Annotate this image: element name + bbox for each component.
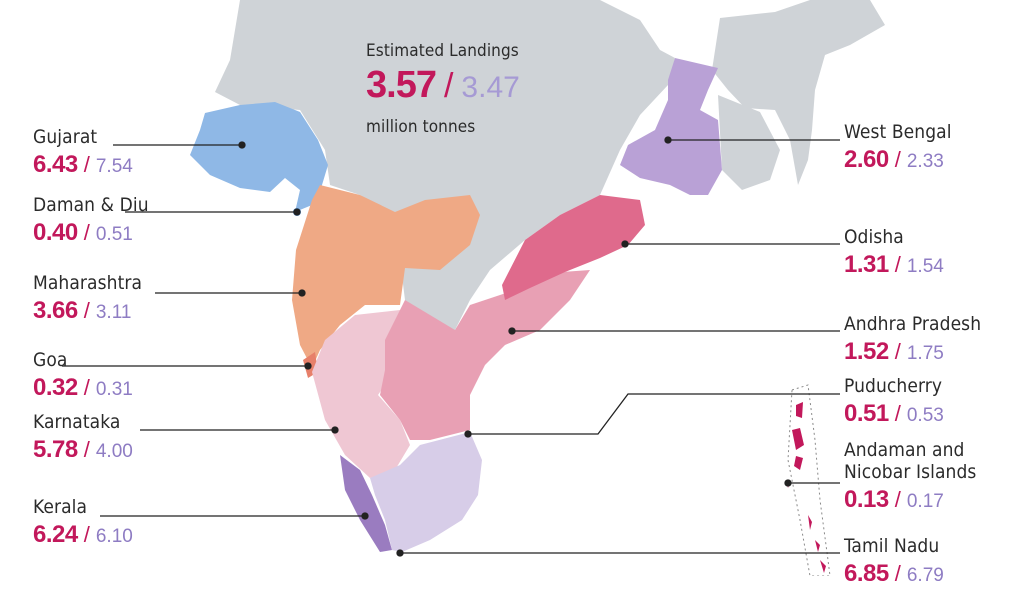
previous-value: 1.75: [906, 343, 944, 364]
current-value: 1.52: [844, 338, 889, 365]
previous-value: 0.17: [906, 491, 944, 512]
state-name: Odisha: [844, 226, 904, 248]
current-value: 0.32: [33, 374, 78, 401]
current-value: 6.85: [844, 560, 889, 587]
total-unit: million tonnes: [366, 117, 476, 137]
current-value: 0.40: [33, 219, 78, 246]
previous-value: 0.51: [95, 224, 133, 245]
map-region-kerala: [340, 455, 392, 552]
state-name: Daman & Diu: [33, 194, 149, 216]
state-name: Goa: [33, 349, 68, 371]
label-west-bengal: West Bengal 2.60/2.33: [844, 121, 952, 173]
current-value: 0.51: [844, 400, 889, 427]
map-region-tamil-nadu: [370, 432, 482, 552]
state-name: Kerala: [33, 496, 88, 518]
map-region-gujarat: [190, 102, 328, 212]
leader-line-puducherry: [468, 393, 840, 435]
current-value: 2.60: [844, 146, 889, 173]
label-tamil-nadu: Tamil Nadu 6.85/6.79: [844, 535, 944, 587]
leader-dot-kerala: [361, 512, 369, 520]
leader-dot-west-bengal: [664, 136, 672, 144]
leader-dot-karnataka: [331, 426, 339, 434]
label-gujarat: Gujarat 6.43/7.54: [33, 126, 133, 178]
label-odisha: Odisha 1.31/1.54: [844, 226, 944, 278]
previous-value: 4.00: [95, 441, 133, 462]
label-karnataka: Karnataka 5.78/4.00: [33, 411, 133, 463]
label-puducherry: Puducherry 0.51/0.53: [844, 375, 944, 427]
current-value: 5.78: [33, 436, 78, 463]
leader-dot-odisha: [621, 240, 629, 248]
current-value: 6.43: [33, 151, 78, 178]
previous-value: 0.31: [95, 379, 133, 400]
previous-value: 7.54: [95, 156, 133, 177]
leader-dot-gujarat: [238, 141, 246, 149]
total-separator: /: [443, 67, 454, 105]
previous-value: 2.33: [906, 151, 944, 172]
total-previous-value: 3.47: [461, 71, 520, 104]
andaman-nicobar-dotted-outline: [787, 384, 831, 576]
state-name: West Bengal: [844, 121, 952, 143]
northern-india-landmass: [215, 0, 675, 330]
total-current-value: 3.57: [366, 64, 437, 106]
current-value: 3.66: [33, 297, 78, 324]
state-name: Andaman and Nicobar Islands: [844, 439, 977, 483]
previous-value: 3.11: [95, 302, 132, 323]
bangladesh-region: [718, 95, 780, 190]
previous-value: 6.10: [95, 526, 133, 547]
label-maharashtra: Maharashtra 3.66/3.11: [33, 272, 143, 324]
state-name: Puducherry: [844, 375, 943, 397]
leader-dot-andaman-nicobar: [784, 479, 792, 487]
total-landings-block: Estimated Landings 3.57/3.47 million ton…: [366, 40, 520, 138]
india-coastal-states-map: [62, 0, 885, 576]
state-name: Karnataka: [33, 411, 121, 433]
leader-dot-goa: [304, 362, 312, 370]
leader-dot-tamil-nadu: [396, 549, 404, 557]
label-andhra-pradesh: Andhra Pradesh 1.52/1.75: [844, 313, 982, 365]
label-andaman-nicobar: Andaman and Nicobar Islands 0.13/0.17: [844, 439, 977, 513]
total-landings-title: Estimated Landings: [366, 41, 519, 61]
map-region-maharashtra: [292, 185, 480, 368]
state-name: Maharashtra: [33, 272, 143, 294]
label-kerala: Kerala 6.24/6.10: [33, 496, 133, 548]
northeast-region: [712, 0, 885, 185]
current-value: 6.24: [33, 521, 78, 548]
previous-value: 1.54: [906, 256, 944, 277]
map-region-andhra-pradesh: [380, 270, 590, 440]
state-name: Gujarat: [33, 126, 98, 148]
current-value: 1.31: [844, 251, 889, 278]
leader-dot-maharashtra: [298, 289, 306, 297]
label-goa: Goa 0.32/0.31: [33, 349, 133, 401]
label-daman-diu: Daman & Diu 0.40/0.51: [33, 194, 149, 246]
leader-dot-daman-diu: [293, 208, 301, 216]
map-region-andaman-nicobar: [786, 402, 826, 573]
map-region-west-bengal: [620, 58, 722, 195]
state-name: Andhra Pradesh: [844, 313, 982, 335]
leader-dot-andhra-pradesh: [508, 327, 516, 335]
current-value: 0.13: [844, 486, 889, 513]
map-region-odisha: [502, 195, 645, 300]
previous-value: 0.53: [906, 405, 944, 426]
state-name: Tamil Nadu: [844, 535, 940, 557]
leader-dot-puducherry: [464, 430, 472, 438]
